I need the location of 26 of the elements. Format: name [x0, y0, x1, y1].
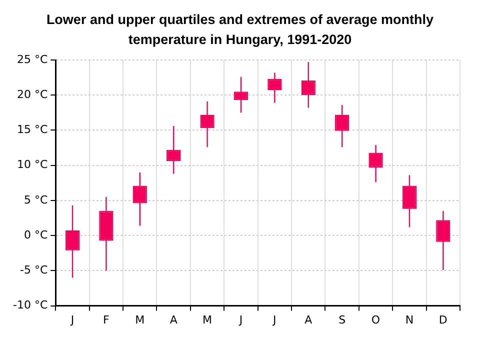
x-tick-label: M: [135, 313, 145, 326]
x-tick-label: J: [272, 313, 276, 326]
x-tick-label: M: [202, 313, 212, 326]
candlestick: [234, 76, 248, 114]
y-tick-label: 0 °C: [24, 228, 48, 242]
x-tick-label: F: [103, 313, 110, 326]
y-tick-label: -5 °C: [20, 264, 48, 277]
x-tick-label: D: [438, 313, 448, 326]
x-tick-label: N: [405, 313, 414, 326]
candlestick: [436, 210, 450, 271]
candlestick: [65, 204, 80, 278]
x-tick-label: J: [238, 313, 243, 326]
x-tick-label: A: [304, 313, 313, 326]
y-tick-label: 25 °C: [16, 52, 48, 66]
y-tick-label: -10 °C: [12, 298, 48, 312]
x-tick-label: J: [70, 313, 74, 326]
y-tick-label: 5 °C: [24, 193, 48, 206]
x-tick-label: S: [338, 313, 346, 326]
x-tick-label: O: [371, 313, 380, 326]
y-tick-label: 15 °C: [16, 123, 48, 136]
chart-title: Lower and upper quartiles and extremes of average monthly temperature in Hungary, 1991-2020: [45, 11, 435, 49]
y-tick-label: 20 °C: [16, 88, 48, 101]
candlestick: [166, 125, 181, 174]
candlestick: [402, 174, 417, 228]
x-tick-label: A: [170, 313, 178, 326]
y-tick-label: 10 °C: [16, 158, 48, 172]
